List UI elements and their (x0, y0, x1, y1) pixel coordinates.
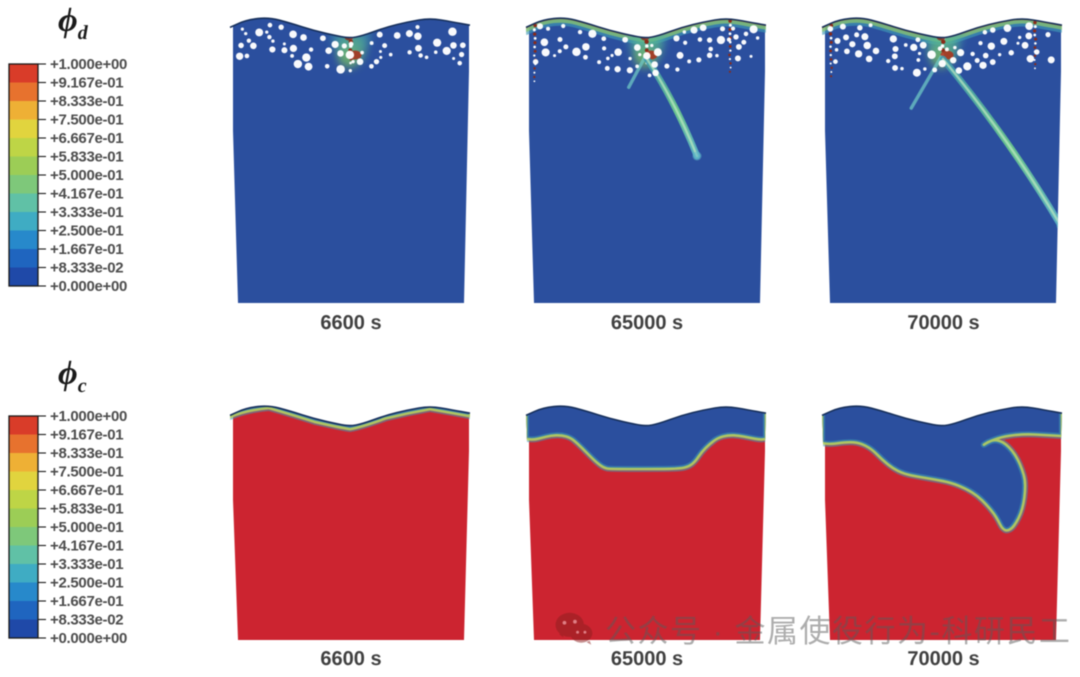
svg-text:+1.667e-01: +1.667e-01 (50, 241, 123, 258)
svg-text:+2.500e-01: +2.500e-01 (50, 575, 123, 592)
svg-text:+8.333e-01: +8.333e-01 (50, 93, 123, 110)
svg-text:+9.167e-01: +9.167e-01 (50, 75, 123, 92)
svg-text:+5.000e-01: +5.000e-01 (50, 167, 123, 184)
svg-text:+1.000e+00: +1.000e+00 (50, 56, 127, 73)
svg-text:+8.333e-01: +8.333e-01 (50, 445, 123, 462)
svg-text:+6.667e-01: +6.667e-01 (50, 482, 123, 499)
svg-text:+7.500e-01: +7.500e-01 (50, 464, 123, 481)
svg-text:+8.333e-02: +8.333e-02 (50, 612, 123, 629)
svg-text:+6.667e-01: +6.667e-01 (50, 130, 123, 147)
svg-text:+1.000e+00: +1.000e+00 (50, 408, 127, 425)
svg-text:+3.333e-01: +3.333e-01 (50, 204, 123, 221)
svg-text:+5.833e-01: +5.833e-01 (50, 501, 123, 518)
svg-text:+4.167e-01: +4.167e-01 (50, 538, 123, 555)
svg-text:+8.333e-02: +8.333e-02 (50, 260, 123, 277)
svg-text:+5.000e-01: +5.000e-01 (50, 519, 123, 536)
svg-text:+2.500e-01: +2.500e-01 (50, 223, 123, 240)
svg-text:+3.333e-01: +3.333e-01 (50, 556, 123, 573)
svg-text:+9.167e-01: +9.167e-01 (50, 427, 123, 444)
svg-text:+0.000e+00: +0.000e+00 (50, 630, 127, 647)
svg-text:+1.667e-01: +1.667e-01 (50, 593, 123, 610)
svg-text:+0.000e+00: +0.000e+00 (50, 278, 127, 295)
svg-text:+5.833e-01: +5.833e-01 (50, 149, 123, 166)
svg-text:+7.500e-01: +7.500e-01 (50, 112, 123, 129)
svg-text:+4.167e-01: +4.167e-01 (50, 186, 123, 203)
